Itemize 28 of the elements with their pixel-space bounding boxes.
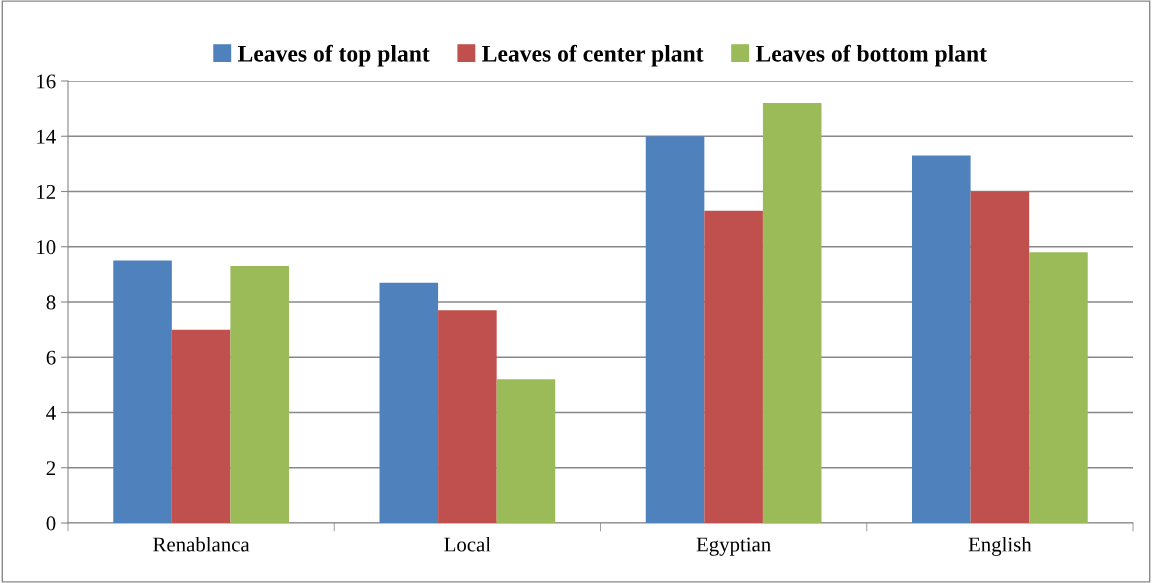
y-tick-label: 0 xyxy=(46,516,56,531)
y-tick-label: 14 xyxy=(37,129,56,144)
y-tick-label: 10 xyxy=(37,240,56,255)
x-tick-label: Local xyxy=(444,536,491,552)
y-tick-label: 8 xyxy=(46,295,56,310)
y-tick-label: 4 xyxy=(46,406,56,420)
y-tick-label: 16 xyxy=(37,74,56,89)
bar xyxy=(704,210,763,523)
y-tick-label: 2 xyxy=(46,461,56,475)
bar xyxy=(438,310,497,523)
legend-label: Leaves of center plant xyxy=(482,44,704,67)
bar xyxy=(230,266,289,523)
bar xyxy=(970,191,1030,523)
legend-label: Leaves of bottom plant xyxy=(755,44,987,67)
bar xyxy=(379,282,439,523)
bar xyxy=(113,260,172,523)
bar xyxy=(1029,252,1088,523)
bar xyxy=(912,155,971,523)
x-tick-label: Egyptian xyxy=(696,537,771,556)
bar xyxy=(762,103,822,523)
y-tick-label: 6 xyxy=(46,350,56,365)
legend-label: Leaves of top plant xyxy=(237,44,430,67)
bar xyxy=(171,329,231,523)
bar xyxy=(496,379,556,523)
x-tick-label: Renablanca xyxy=(153,536,250,552)
bar xyxy=(645,136,705,523)
x-tick-label: English xyxy=(968,536,1032,556)
y-tick-label: 12 xyxy=(37,184,56,199)
